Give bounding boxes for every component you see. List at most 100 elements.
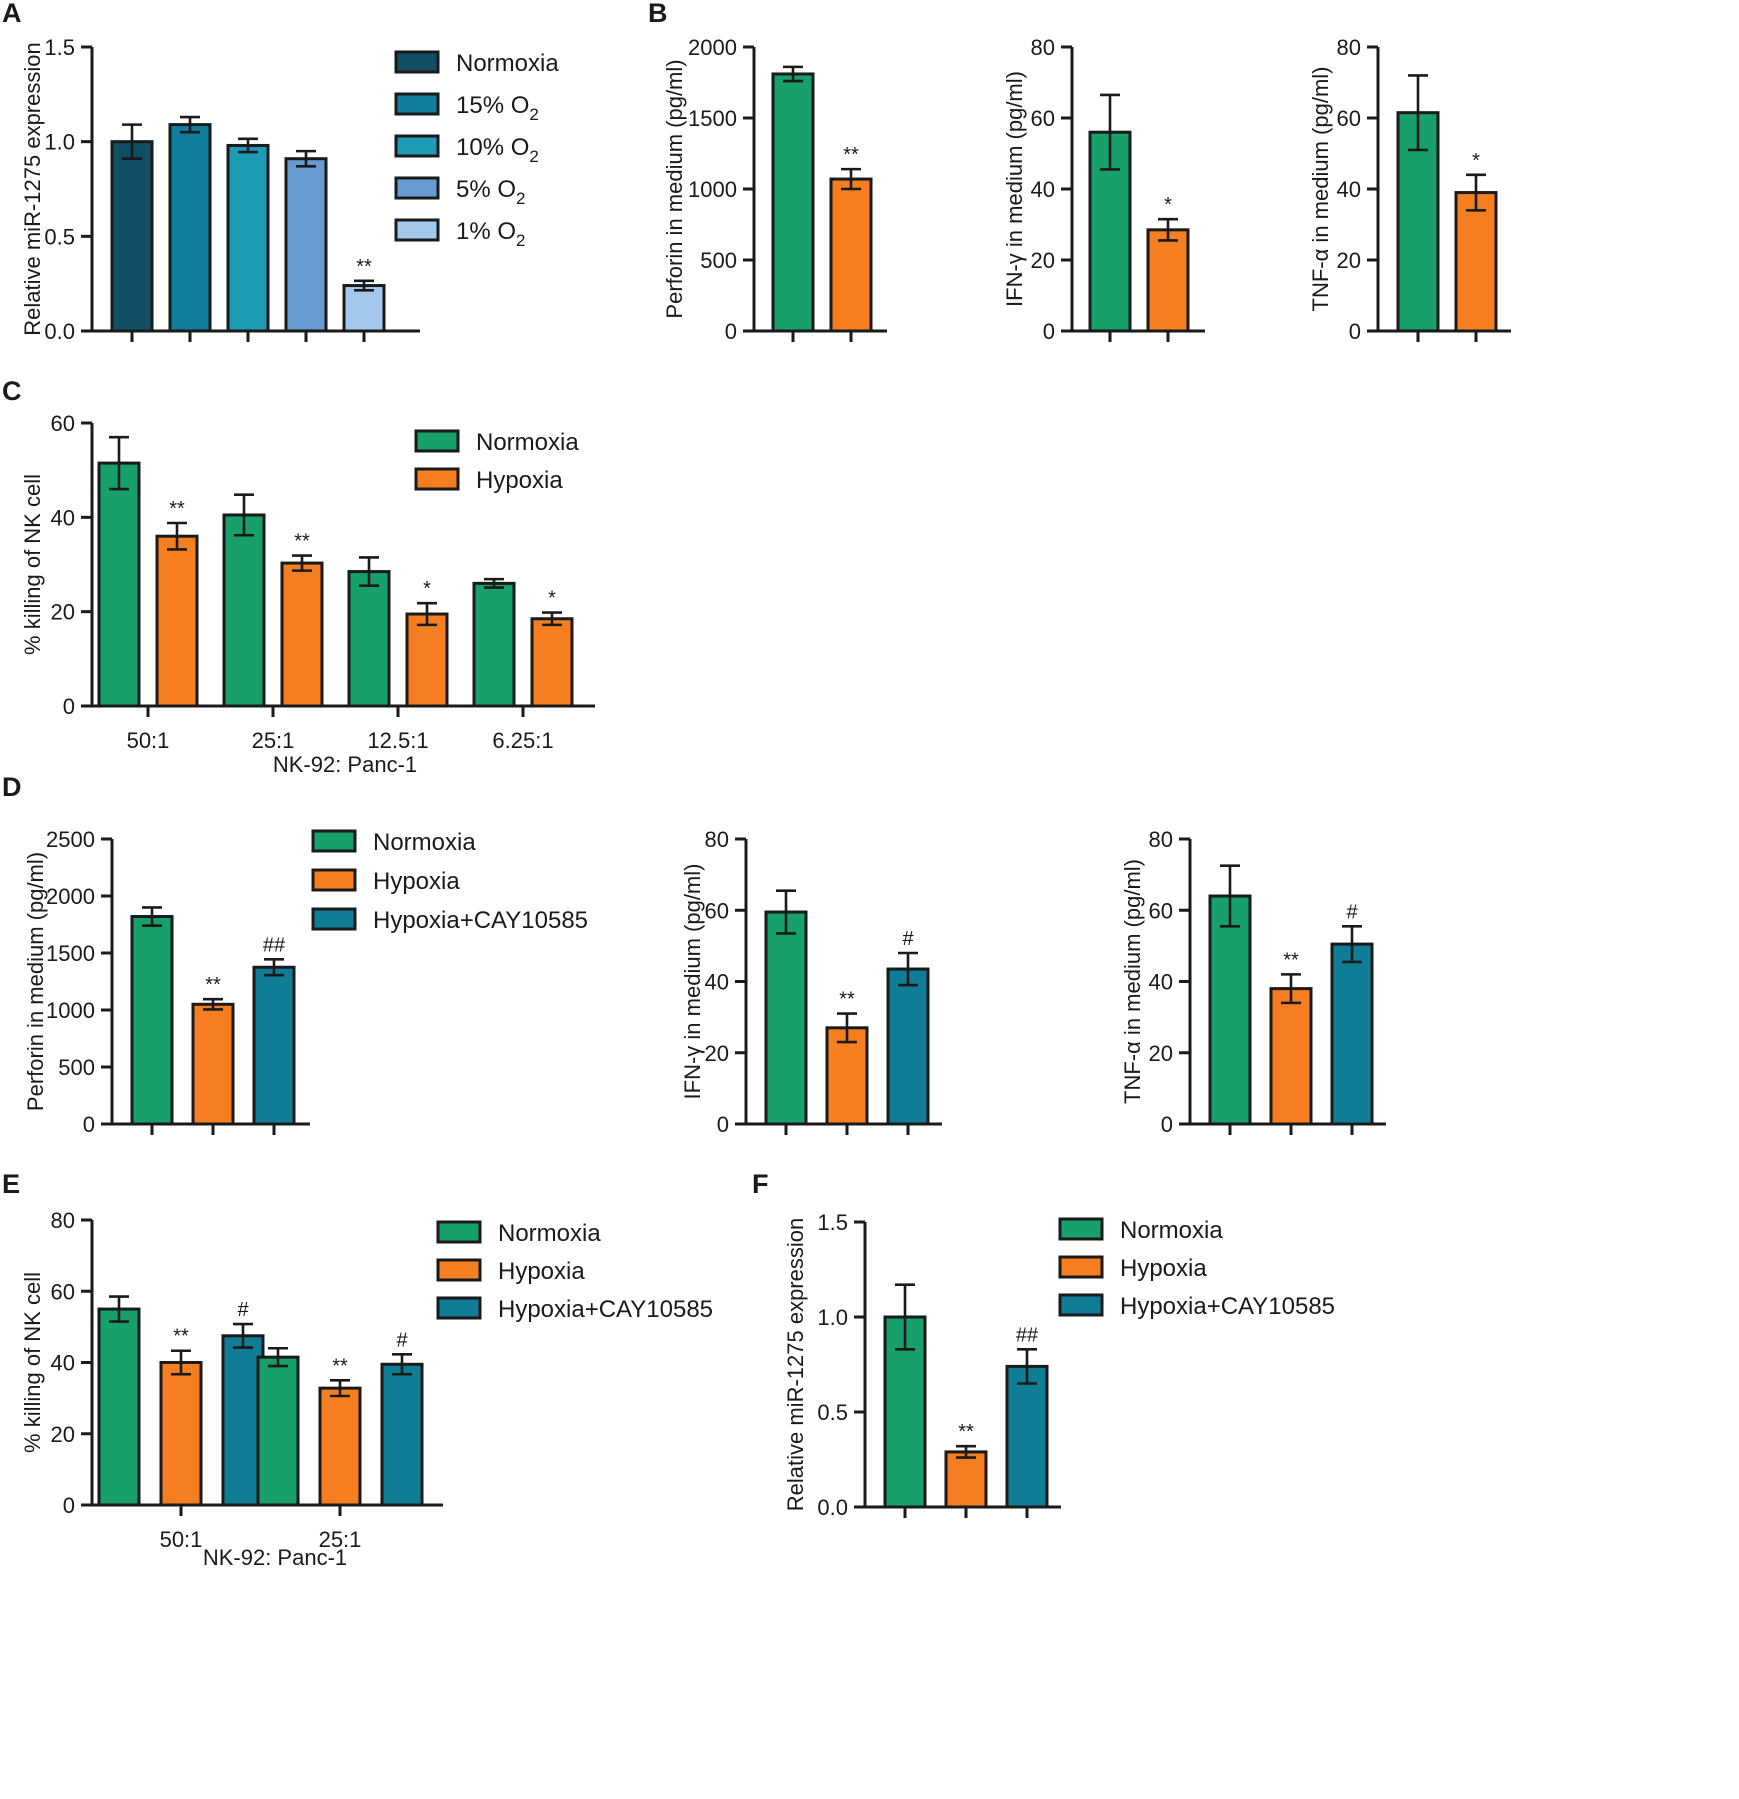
- legend-swatch: [1058, 1293, 1104, 1317]
- y-tick-label: 0: [1043, 319, 1055, 344]
- y-axis-label: Perforin in medium (pg/ml): [662, 59, 687, 318]
- panel-label-D: D: [2, 772, 22, 802]
- bar: [155, 534, 199, 708]
- panel-label-A: A: [2, 0, 22, 28]
- legend: Normoxia Hypoxia: [414, 429, 579, 494]
- significance-mark: **: [294, 531, 310, 553]
- y-tick-label: 1.5: [44, 35, 75, 60]
- significance-mark: #: [902, 928, 914, 950]
- y-tick-label: 1.0: [44, 130, 75, 155]
- bar: [342, 284, 386, 333]
- bar: [771, 72, 815, 333]
- significance-mark: #: [396, 1329, 408, 1351]
- y-tick-label: 500: [58, 1055, 95, 1080]
- legend-swatch: [414, 467, 460, 491]
- legend: Normoxia Hypoxia Hypoxia+CAY10585: [311, 829, 588, 934]
- legend-swatch: [414, 429, 460, 453]
- y-tick-label: 80: [705, 827, 729, 852]
- bar: [318, 1386, 362, 1507]
- legend-label: Normoxia: [456, 50, 559, 77]
- bar: [530, 617, 574, 708]
- y-tick-label: 0: [717, 1112, 729, 1137]
- significance-mark: **: [169, 498, 185, 520]
- bar: [168, 123, 212, 333]
- y-tick-label: 0.0: [44, 319, 75, 344]
- significance-mark: *: [423, 578, 431, 600]
- significance-mark: *: [1164, 194, 1172, 216]
- legend-label: Hypoxia+CAY10585: [373, 907, 588, 934]
- y-tick-label: 40: [1149, 970, 1173, 995]
- significance-mark: *: [548, 588, 556, 610]
- bar: [764, 910, 808, 1126]
- legend-label: Hypoxia: [476, 467, 563, 494]
- y-tick-label: 2000: [688, 35, 737, 60]
- legend-label: 5% O2: [456, 176, 526, 208]
- y-tick-label: 60: [1149, 898, 1173, 923]
- y-tick-label: 1.5: [817, 1210, 848, 1235]
- y-tick-label: 80: [1031, 35, 1055, 60]
- y-axis-label: IFN-γ in medium (pg/ml): [680, 864, 705, 1100]
- y-axis-label: TNF-α in medium (pg/ml): [1120, 859, 1145, 1104]
- y-tick-label: 40: [51, 1351, 75, 1376]
- y-tick-label: 20: [51, 1422, 75, 1447]
- y-tick-label: 0: [1349, 319, 1361, 344]
- bar: [97, 461, 141, 708]
- chart-E: 0 20 40 60 80 % killing of NK cell ** #50:1 ** #2…: [20, 1208, 443, 1570]
- bar: [252, 965, 296, 1126]
- bar: [256, 1355, 300, 1507]
- x-tick-label: 50:1: [127, 728, 170, 753]
- y-tick-label: 60: [705, 898, 729, 923]
- bar: [405, 612, 449, 708]
- bar: [347, 570, 391, 708]
- legend-swatch: [436, 1258, 482, 1282]
- bar: [1454, 191, 1498, 333]
- legend-label: 1% O2: [456, 218, 526, 250]
- legend-swatch: [394, 134, 440, 158]
- y-tick-label: 0: [725, 319, 737, 344]
- y-tick-label: 20: [705, 1041, 729, 1066]
- significance-mark: #: [237, 1299, 249, 1321]
- legend-label: 15% O2: [456, 92, 539, 124]
- y-tick-label: 0: [1161, 1112, 1173, 1137]
- significance-mark: **: [332, 1355, 348, 1377]
- y-tick-label: 1000: [688, 177, 737, 202]
- y-tick-label: 40: [1031, 177, 1055, 202]
- y-tick-label: 500: [700, 248, 737, 273]
- bar: [472, 581, 516, 708]
- y-tick-label: 40: [51, 505, 75, 530]
- bar: [284, 157, 328, 333]
- significance-mark: **: [1283, 949, 1299, 971]
- bar: [380, 1362, 424, 1507]
- bar: [944, 1450, 988, 1509]
- legend-label: Hypoxia: [373, 868, 460, 895]
- significance-mark: ##: [263, 934, 286, 956]
- legend-label: Normoxia: [1120, 1217, 1223, 1244]
- bar: [110, 140, 154, 333]
- y-tick-label: 80: [1149, 827, 1173, 852]
- x-tick-label: 12.5:1: [367, 728, 428, 753]
- y-axis-label: Perforin in medium (pg/ml): [23, 852, 48, 1111]
- y-axis-label: IFN-γ in medium (pg/ml): [1002, 71, 1027, 307]
- legend-swatch: [1058, 1255, 1104, 1279]
- legend: Normoxia 15% O2 10% O2 5% O2 1% O2: [394, 50, 559, 250]
- significance-mark: **: [839, 989, 855, 1011]
- bar: [191, 1002, 235, 1126]
- panel-label-C: C: [2, 376, 22, 406]
- y-tick-label: 0: [83, 1112, 95, 1137]
- legend-swatch: [311, 868, 357, 892]
- bar: [1269, 987, 1313, 1126]
- significance-mark: **: [843, 144, 859, 166]
- y-tick-label: 80: [1337, 35, 1361, 60]
- significance-mark: **: [356, 256, 372, 278]
- y-axis-label: Relative miR-1275 expression: [20, 42, 45, 335]
- legend-swatch: [394, 218, 440, 242]
- y-axis-label: % killing of NK cell: [20, 474, 45, 655]
- y-tick-label: 60: [1031, 106, 1055, 131]
- significance-mark: **: [173, 1326, 189, 1348]
- legend-label: Normoxia: [498, 1220, 601, 1247]
